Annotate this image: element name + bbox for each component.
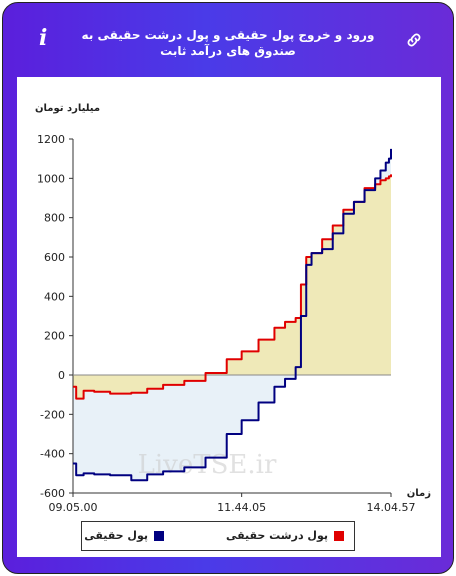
chart-svg: میلیارد تومان زمان LiveTSE.ir -600 -400 -2… bbox=[35, 103, 431, 514]
info-icon[interactable]: i bbox=[39, 25, 48, 51]
legend-item-real-money[interactable]: پول حقیقی bbox=[84, 529, 164, 543]
x-tick-label: 11.44.05 bbox=[217, 501, 266, 514]
chart-panel: میلیارد تومان زمان LiveTSE.ir -600 -400 -2… bbox=[17, 77, 441, 557]
x-tick-label: 14.04.57 bbox=[367, 501, 416, 514]
y-tick-label: 800 bbox=[44, 212, 65, 225]
series-line-big-real-money bbox=[73, 174, 392, 400]
y-tick-label: 0 bbox=[58, 369, 65, 382]
y-tick-label: 1000 bbox=[37, 172, 65, 185]
y-tick-label: -600 bbox=[40, 487, 65, 500]
legend-item-big-real-money[interactable]: پول درشت حقیقی bbox=[226, 529, 344, 543]
area-fill-big-real-money bbox=[73, 174, 391, 399]
area-fill-real-money bbox=[73, 148, 391, 481]
legend-swatch-big-real-money bbox=[334, 531, 344, 541]
x-tick-label: 09.05.00 bbox=[49, 501, 98, 514]
y-tick-label: 400 bbox=[44, 290, 65, 303]
link-icon[interactable] bbox=[405, 31, 423, 49]
watermark: LiveTSE.ir bbox=[138, 450, 277, 480]
y-tick-label: -400 bbox=[40, 448, 65, 461]
chart-legend: پول درشت حقیقی پول حقیقی bbox=[81, 521, 355, 551]
x-axis-label: زمان bbox=[407, 488, 431, 499]
y-tick-label: 1200 bbox=[37, 133, 65, 146]
legend-swatch-real-money bbox=[154, 531, 164, 541]
legend-label-big-real-money: پول درشت حقیقی bbox=[225, 529, 328, 542]
y-tick-label: 200 bbox=[44, 330, 65, 343]
widget-header: i ورود و خروج پول حقیقی و پول درشت حقیقی… bbox=[3, 3, 453, 77]
chart-title: ورود و خروج پول حقیقی و پول درشت حقیقی ب… bbox=[81, 28, 375, 58]
y-tick-label: -200 bbox=[40, 408, 65, 421]
series-line-real-money bbox=[73, 148, 392, 482]
legend-label-real-money: پول حقیقی bbox=[84, 529, 148, 542]
y-tick-label: 600 bbox=[44, 251, 65, 264]
y-axis-label: میلیارد تومان bbox=[35, 103, 100, 114]
